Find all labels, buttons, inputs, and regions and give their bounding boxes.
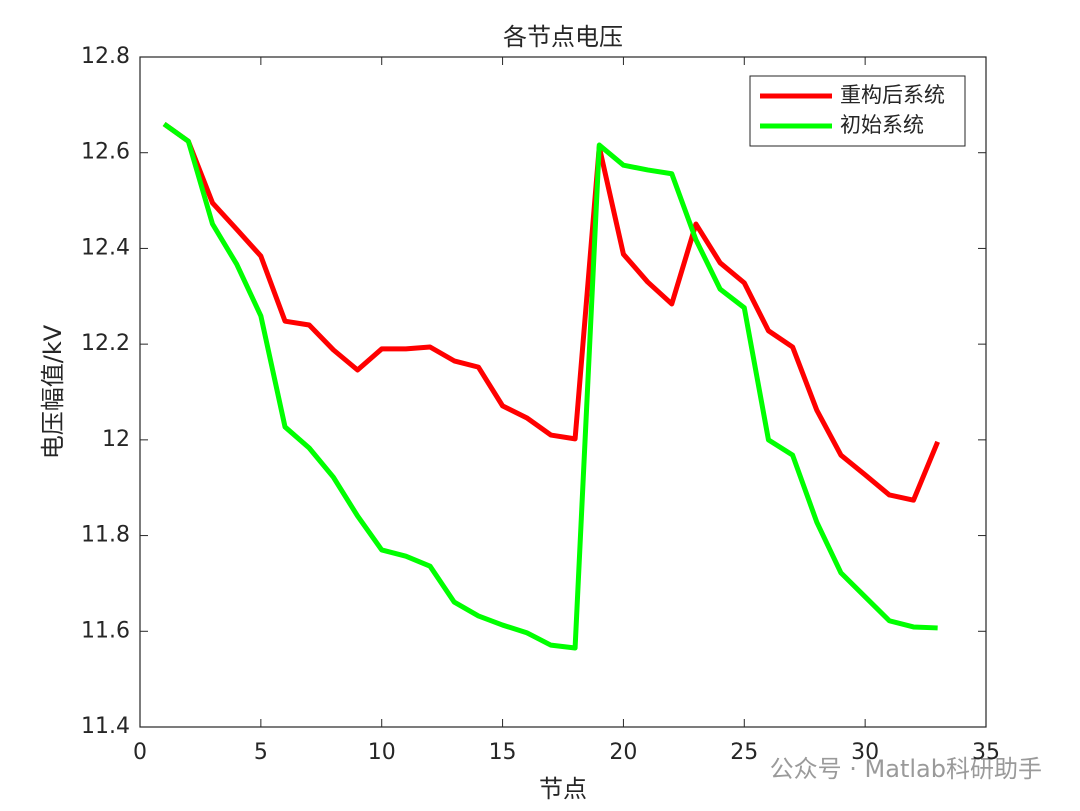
x-tick-label: 30 — [851, 740, 879, 765]
legend-box — [749, 75, 966, 147]
y-tick-label: 11.6 — [81, 618, 130, 643]
series-line — [162, 121, 938, 651]
x-tick-label: 25 — [730, 740, 758, 765]
y-tick-label: 11.8 — [81, 523, 130, 548]
y-tick-label: 12.6 — [81, 140, 130, 165]
x-tick-label: 0 — [133, 740, 147, 765]
y-tick-label: 12.4 — [81, 235, 130, 260]
chart-title: 各节点电压 — [503, 23, 623, 51]
series-line — [162, 121, 940, 503]
y-tick-label: 12.2 — [81, 331, 130, 356]
legend-label: 重构后系统 — [840, 83, 945, 107]
x-tick-label: 35 — [972, 740, 1000, 765]
x-axis-label: 节点 — [539, 775, 587, 803]
y-tick-label: 12.8 — [81, 44, 130, 69]
y-tick-label: 11.4 — [81, 714, 130, 739]
legend-label: 初始系统 — [840, 113, 924, 137]
plot-area — [139, 56, 987, 728]
x-tick-label: 5 — [254, 740, 268, 765]
x-tick-label: 20 — [609, 740, 637, 765]
y-axis-label: 电压幅值/kV — [39, 324, 67, 459]
x-tick-label: 15 — [489, 740, 517, 765]
y-tick-label: 12 — [102, 427, 130, 452]
watermark: 公众号 · Matlab科研助手 — [770, 755, 1042, 783]
x-tick-label: 10 — [368, 740, 396, 765]
